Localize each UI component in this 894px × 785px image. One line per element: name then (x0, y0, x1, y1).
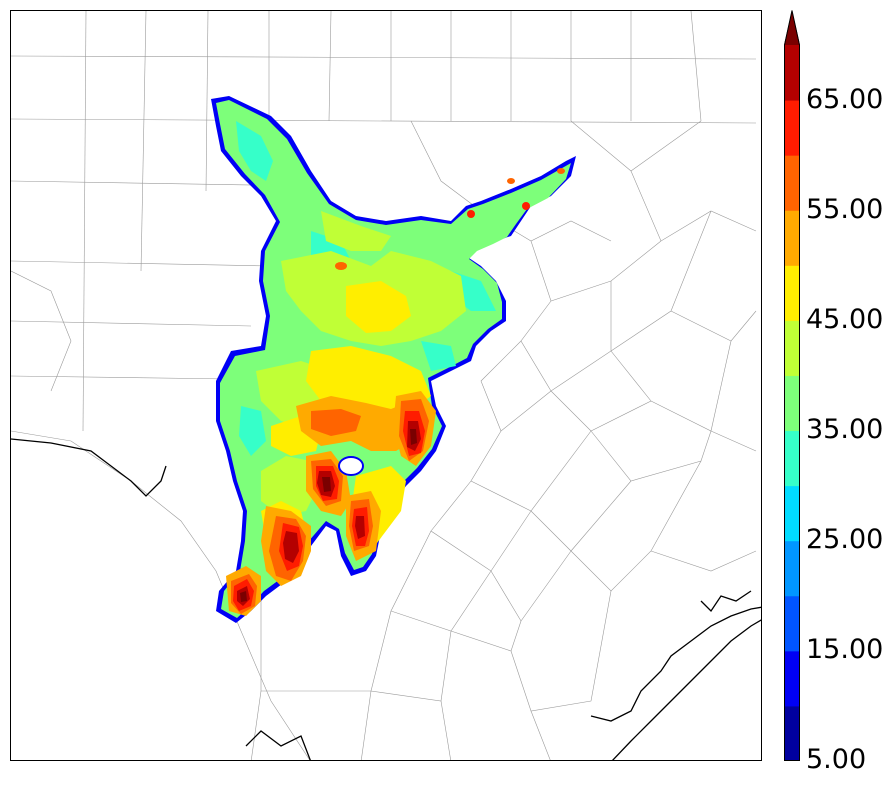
colorbar-segment (784, 375, 800, 432)
colorbar-segment (784, 100, 800, 156)
map-svg (11, 11, 761, 760)
colorbar-label-15: 15.00 (806, 634, 884, 665)
colorbar-label-55: 55.00 (806, 194, 884, 225)
colorbar-segment (784, 430, 800, 487)
colorbar-label-5: 5.00 (806, 744, 867, 775)
colorbar-label-35: 35.00 (806, 414, 884, 445)
colorbar-segment (784, 265, 800, 321)
colorbar-outline (784, 10, 800, 761)
colorbar-segment (784, 45, 800, 101)
colorbar-segment (784, 540, 800, 597)
precip-field (211, 96, 576, 623)
colorbar-svg (784, 10, 800, 762)
colorbar-segment (784, 210, 800, 266)
colorbar (784, 10, 800, 762)
colorbar-label-45: 45.00 (806, 304, 884, 335)
colorbar-segment (784, 650, 800, 707)
colorbar-segment (784, 705, 800, 762)
colorbar-extend-triangle (784, 10, 800, 45)
colorbar-segment (784, 155, 800, 211)
colorbar-label-25: 25.00 (806, 524, 884, 555)
colorbar-label-65: 65.00 (806, 84, 884, 115)
colorbar-segment (784, 595, 800, 652)
colorbar-segment (784, 320, 800, 376)
map-panel (10, 10, 762, 761)
coastline (11, 438, 761, 760)
colorbar-segment (784, 485, 800, 542)
